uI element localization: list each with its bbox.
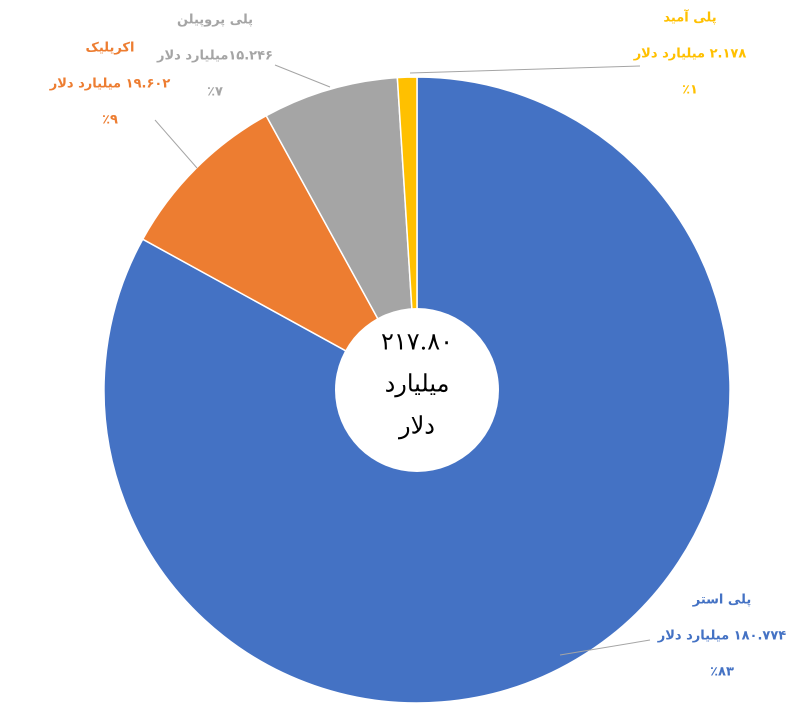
value-label: ۲.۱۷۸ میلیارد دلار bbox=[633, 47, 747, 62]
leader-line bbox=[559, 639, 651, 656]
value-label: ۱۹.۶۰۲ میلیارد دلار bbox=[49, 77, 171, 92]
percent-label: ٪۸۳ bbox=[710, 665, 734, 680]
category-label: پلی استر bbox=[692, 593, 752, 608]
percent-label: ٪۱ bbox=[682, 83, 698, 98]
leader-line bbox=[274, 64, 331, 88]
center-label: ۲۱۷.۸۰ bbox=[381, 328, 453, 356]
value-label: ۱۵.۲۴۶میلیارد دلار bbox=[156, 49, 273, 64]
slice bbox=[265, 76, 418, 391]
leader-line bbox=[409, 65, 641, 74]
center-hole bbox=[335, 308, 499, 472]
leader-line bbox=[154, 119, 198, 169]
percent-label: ٪۷ bbox=[207, 85, 223, 100]
category-label: پلی پروپیلن bbox=[177, 13, 253, 28]
category-label: اکریلیک bbox=[86, 41, 135, 56]
category-label: پلی آمید bbox=[663, 9, 716, 26]
percent-label: ٪۹ bbox=[102, 113, 118, 128]
slice bbox=[141, 114, 419, 392]
center-label: میلیارد bbox=[385, 370, 450, 398]
center-label: دلار bbox=[398, 412, 435, 440]
value-label: ۱۸۰.۷۷۴ میلیارد دلار bbox=[657, 629, 787, 644]
